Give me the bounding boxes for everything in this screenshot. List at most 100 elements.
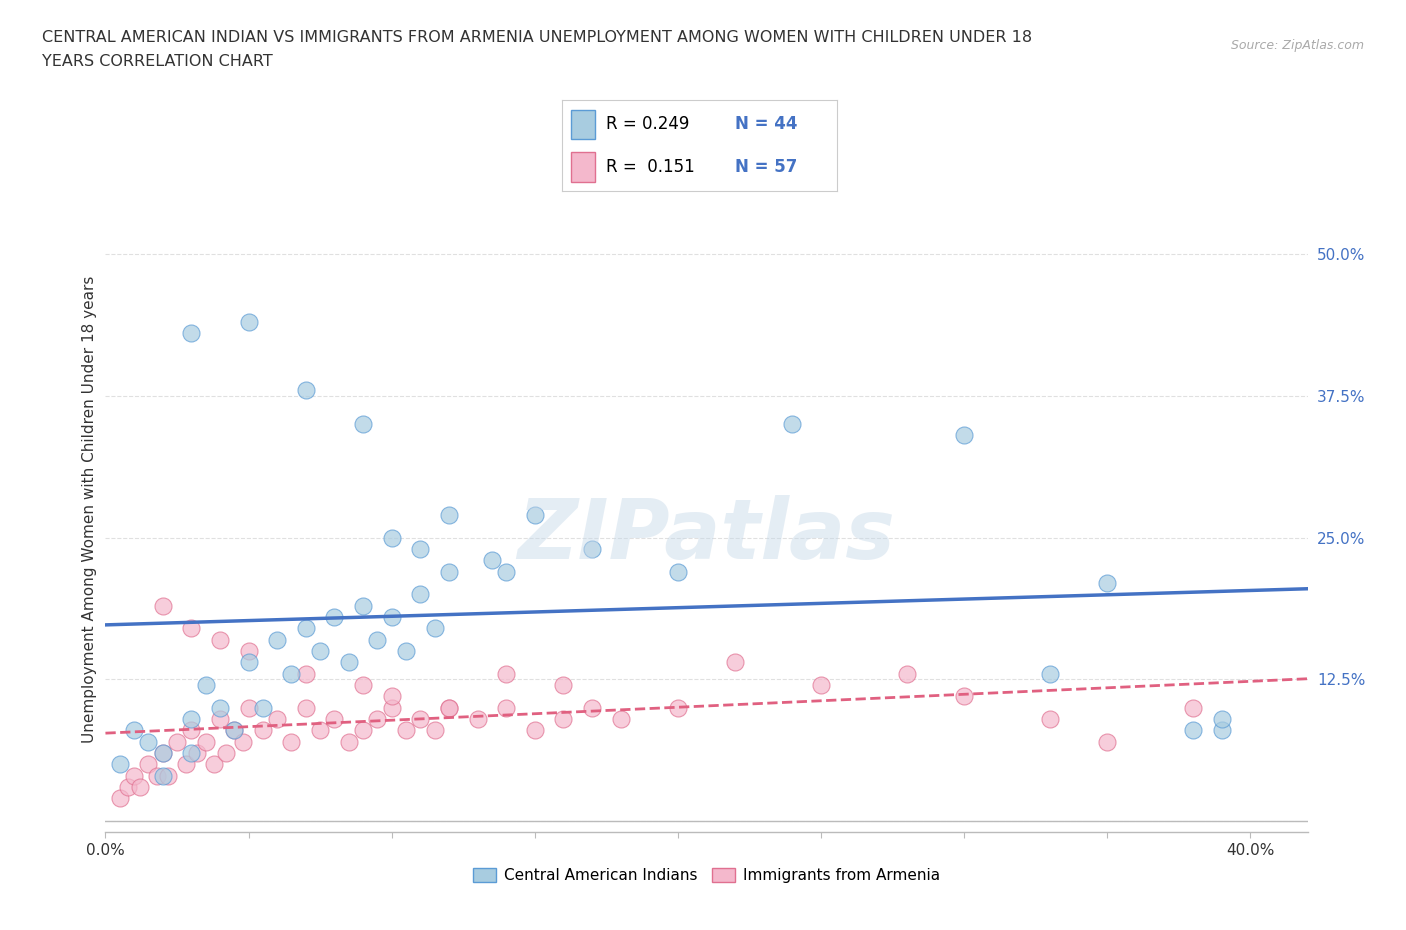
- Point: [152, 746, 174, 761]
- Point: [280, 734, 302, 749]
- Point: [810, 677, 832, 692]
- Text: ZIPatlas: ZIPatlas: [517, 495, 896, 576]
- Point: [1211, 723, 1233, 737]
- Point: [224, 723, 246, 737]
- Point: [724, 655, 747, 670]
- Y-axis label: Unemployment Among Women with Children Under 18 years: Unemployment Among Women with Children U…: [82, 275, 97, 743]
- Point: [495, 565, 517, 579]
- FancyBboxPatch shape: [571, 110, 595, 139]
- Point: [366, 711, 388, 726]
- Point: [409, 541, 432, 556]
- Point: [395, 644, 418, 658]
- Text: R =  0.151: R = 0.151: [606, 158, 695, 176]
- Point: [523, 508, 546, 523]
- Point: [146, 768, 169, 783]
- Point: [1095, 576, 1118, 591]
- Point: [553, 677, 575, 692]
- Point: [1211, 711, 1233, 726]
- Point: [238, 655, 260, 670]
- Point: [295, 666, 318, 681]
- Point: [224, 723, 246, 737]
- Point: [157, 768, 180, 783]
- Point: [117, 779, 139, 794]
- Point: [381, 700, 404, 715]
- Point: [581, 541, 603, 556]
- Point: [896, 666, 918, 681]
- Point: [108, 790, 131, 805]
- Point: [337, 734, 360, 749]
- Text: Source: ZipAtlas.com: Source: ZipAtlas.com: [1230, 39, 1364, 52]
- Point: [295, 700, 318, 715]
- Point: [409, 587, 432, 602]
- Point: [395, 723, 418, 737]
- Point: [381, 530, 404, 545]
- Point: [152, 598, 174, 613]
- Point: [1039, 666, 1062, 681]
- Point: [352, 723, 374, 737]
- Point: [174, 757, 197, 772]
- Text: R = 0.249: R = 0.249: [606, 115, 689, 133]
- Point: [1095, 734, 1118, 749]
- Point: [352, 677, 374, 692]
- Point: [208, 632, 231, 647]
- Point: [782, 417, 804, 432]
- Point: [252, 700, 274, 715]
- Point: [352, 417, 374, 432]
- Point: [238, 644, 260, 658]
- Point: [122, 768, 145, 783]
- Point: [194, 734, 217, 749]
- Point: [309, 644, 332, 658]
- Point: [666, 700, 689, 715]
- Point: [152, 746, 174, 761]
- Legend: Central American Indians, Immigrants from Armenia: Central American Indians, Immigrants fro…: [467, 862, 946, 889]
- Point: [208, 711, 231, 726]
- Point: [108, 757, 131, 772]
- Point: [122, 723, 145, 737]
- Point: [481, 552, 503, 567]
- Point: [352, 598, 374, 613]
- Point: [337, 655, 360, 670]
- Point: [1039, 711, 1062, 726]
- Point: [495, 700, 517, 715]
- Point: [152, 768, 174, 783]
- Point: [423, 723, 446, 737]
- Point: [953, 689, 976, 704]
- Point: [495, 666, 517, 681]
- Point: [1182, 723, 1205, 737]
- Point: [437, 508, 460, 523]
- Point: [409, 711, 432, 726]
- Point: [232, 734, 254, 749]
- Point: [180, 746, 202, 761]
- Text: CENTRAL AMERICAN INDIAN VS IMMIGRANTS FROM ARMENIA UNEMPLOYMENT AMONG WOMEN WITH: CENTRAL AMERICAN INDIAN VS IMMIGRANTS FR…: [42, 30, 1032, 45]
- Point: [252, 723, 274, 737]
- Point: [238, 314, 260, 329]
- Point: [323, 711, 346, 726]
- Point: [437, 700, 460, 715]
- Point: [138, 757, 160, 772]
- Point: [180, 711, 202, 726]
- Point: [381, 689, 404, 704]
- Point: [523, 723, 546, 737]
- Point: [381, 609, 404, 624]
- Point: [437, 700, 460, 715]
- Point: [186, 746, 208, 761]
- Point: [309, 723, 332, 737]
- Point: [266, 711, 288, 726]
- Point: [238, 700, 260, 715]
- Text: N = 44: N = 44: [735, 115, 797, 133]
- Point: [666, 565, 689, 579]
- Point: [202, 757, 225, 772]
- Point: [128, 779, 150, 794]
- Point: [295, 621, 318, 636]
- Point: [266, 632, 288, 647]
- Point: [180, 621, 202, 636]
- Point: [323, 609, 346, 624]
- Point: [1182, 700, 1205, 715]
- Point: [423, 621, 446, 636]
- Point: [467, 711, 489, 726]
- Point: [138, 734, 160, 749]
- Point: [180, 326, 202, 341]
- Text: N = 57: N = 57: [735, 158, 797, 176]
- Point: [180, 723, 202, 737]
- Point: [280, 666, 302, 681]
